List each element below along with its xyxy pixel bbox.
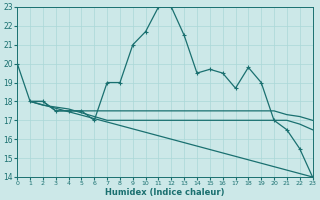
X-axis label: Humidex (Indice chaleur): Humidex (Indice chaleur) [105, 188, 225, 197]
